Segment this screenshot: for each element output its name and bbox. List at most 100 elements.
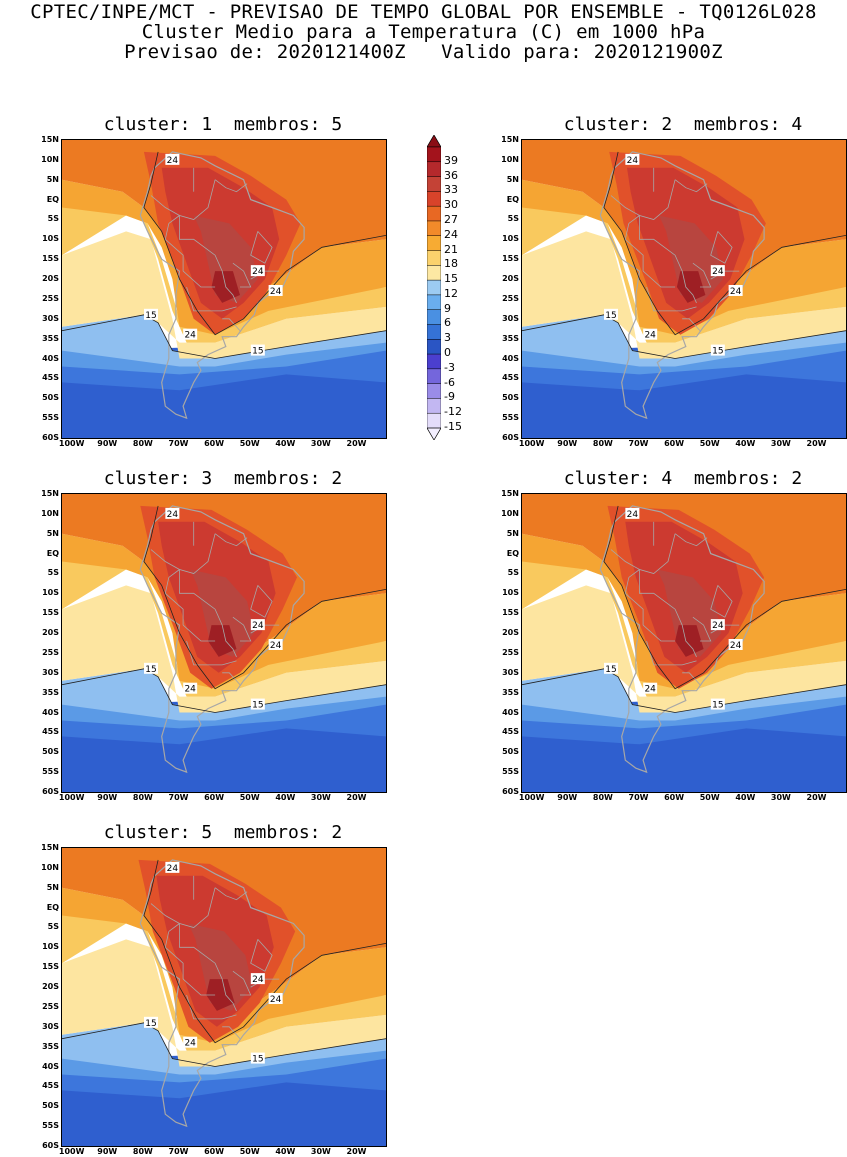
lon-tick-label: 90W [557,793,578,802]
lat-tick-label: 50S [502,393,519,403]
lat-tick-label: 30S [502,667,519,677]
colorbar-label: 24 [444,227,458,241]
temperature-field: 24 24 24 24 15 15 [62,140,386,438]
panel-title-3: cluster: 3 membros: 2 [103,468,343,489]
lat-tick-label: 25S [502,647,519,657]
country-border [214,533,248,547]
svg-text:24: 24 [627,510,639,520]
svg-text:15: 15 [605,665,616,675]
svg-text:15: 15 [145,1019,156,1029]
temp-band [62,231,386,359]
lat-tick-label: 60S [502,787,519,796]
country-border [674,533,708,547]
country-border [150,903,180,924]
country-border [682,318,701,331]
lon-tick-label: 80W [132,793,153,802]
country-border [710,624,740,634]
lat-tick-label: 10N [501,508,519,518]
lon-tick-label: 90W [97,793,118,802]
colorbar-label: 21 [444,242,458,256]
country-border [692,616,712,642]
coastline [139,151,305,420]
colorbar-label: 9 [444,301,451,315]
lat-tick-label: 35S [502,687,519,697]
colorbar-segment [427,146,441,163]
country-border [182,270,216,288]
contour-label: 24 [250,973,265,985]
lat-tick-label: 20S [42,982,59,992]
colorbar-min-arrow [427,427,441,440]
contour-label: 15 [710,344,725,357]
temp-band [522,553,846,697]
country-border [222,672,241,685]
lat-tick-label: 35S [42,333,59,343]
temp-band [62,314,386,367]
svg-text:24: 24 [627,156,639,166]
country-border [150,195,180,216]
temp-band [62,668,386,721]
contour-label: 24 [268,638,283,651]
country-border [646,640,697,666]
lat-tick-label: 55S [42,413,59,423]
lat-tick-label: 5S [507,214,519,224]
colorbar-label: -15 [444,420,462,433]
lon-tick-label: 30W [310,793,331,802]
lon-tick-label: 20W [346,1147,367,1156]
contour-label: 24 [710,619,725,631]
temp-band [62,199,386,343]
contour-24 [143,859,386,1044]
colorbar-label: 33 [444,183,458,197]
lon-tick-label: 50W [239,793,260,802]
coastline [139,859,305,1128]
country-border [624,577,644,626]
colorbar-label: 36 [444,168,458,182]
svg-text:24: 24 [167,864,179,874]
contour-label: 15 [710,698,725,711]
lat-tick-label: 50S [42,393,59,403]
lat-tick-label: 10N [41,154,59,164]
lat-tick-label: 10S [42,588,59,598]
country-border [250,270,280,280]
lat-tick-label: 15S [502,608,519,618]
country-border [222,1026,241,1039]
contour-label: 24 [643,682,658,695]
lon-tick-label: 60W [204,793,225,802]
svg-text:24: 24 [644,331,656,341]
lon-tick-label: 60W [664,439,685,448]
colorbar-label: 0 [444,346,451,360]
svg-text:15: 15 [712,701,723,711]
lon-tick-label: 40W [275,1147,296,1156]
lon-tick-label: 100W [518,439,545,448]
header-line-3: Previsao de: 2020121400Z Valido para: 20… [124,41,723,63]
country-border [610,195,640,216]
temp-band [193,215,258,303]
lat-tick-label: 60S [502,433,519,442]
colorbar-label: -3 [444,360,455,374]
colorbar-segment [427,353,441,370]
lat-tick-label: 35S [502,333,519,343]
temp-band [522,231,846,359]
contour-label: 24 [165,861,180,874]
country-border [164,223,184,272]
country-border [232,616,252,642]
contour-label: 24 [165,153,180,166]
contour-24 [143,151,386,336]
svg-text:24: 24 [167,510,179,520]
lat-tick-label: 30S [42,1021,59,1031]
country-border [710,231,733,264]
panel-title-5: cluster: 5 membros: 2 [103,822,343,843]
svg-text:24: 24 [730,287,742,297]
lon-tick-label: 80W [132,1147,153,1156]
lat-tick-label: 55S [502,413,519,423]
temp-band [62,907,386,1051]
country-border [628,533,676,578]
contour-label: 24 [710,265,725,277]
lon-tick-label: 90W [97,1147,118,1156]
lat-tick-label: 45S [502,373,519,383]
lon-tick-label: 40W [275,439,296,448]
panel-title-2: cluster: 2 membros: 4 [563,114,803,135]
contour-15 [62,668,386,713]
colorbar-segment [427,250,441,266]
svg-text:24: 24 [184,331,196,341]
contour-label: 24 [183,328,198,341]
